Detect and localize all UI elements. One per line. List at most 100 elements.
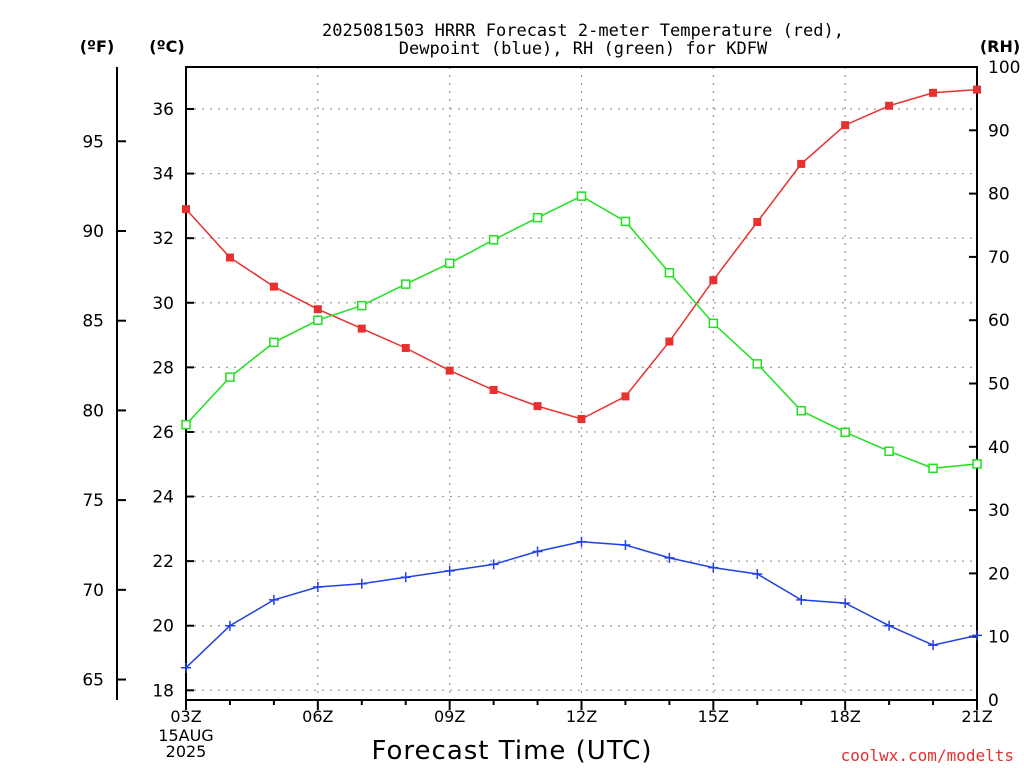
x-tick-label: 21Z <box>961 707 992 726</box>
dewpoint-point <box>840 598 851 609</box>
celsius-tick-label: 32 <box>152 229 174 249</box>
dewpoint-point <box>224 620 235 631</box>
x-tick-label: 06Z <box>302 707 333 726</box>
temperature-point <box>841 121 850 130</box>
dewpoint-point <box>400 572 411 583</box>
x-ticks: 03Z 06Z 09Z 12Z 15Z 18Z 21Z <box>170 700 993 726</box>
temperature-point <box>885 101 894 110</box>
rh-point <box>884 446 894 456</box>
dewpoint-point <box>444 565 455 576</box>
rh-tick-label: 80 <box>988 185 1010 205</box>
dewpoint-point <box>181 662 191 673</box>
credit-label: coolwx.com/modelts <box>841 746 1014 765</box>
dewpoint-point <box>268 594 279 605</box>
temperature-point <box>225 253 234 262</box>
rh-point <box>532 212 543 223</box>
rh-point <box>269 337 279 348</box>
rh-tick-label: 60 <box>988 311 1010 331</box>
temperature-point <box>401 343 410 352</box>
chart-title-line2: Dewpoint (blue), RH (green) for KDFW <box>399 39 768 59</box>
dewpoint-point <box>752 569 763 580</box>
temperature-point <box>577 415 586 424</box>
fahrenheit-tick-label: 90 <box>82 222 104 242</box>
dewpoint-point <box>576 536 587 547</box>
rh-point <box>840 427 850 437</box>
dewpoint-point <box>532 546 543 557</box>
rh-ticks: 0 10 20 30 40 50 60 70 80 90 100 <box>969 58 1020 711</box>
temperature-point <box>269 282 278 291</box>
dewpoint-point <box>972 630 982 641</box>
rh-point <box>225 372 235 382</box>
rh-point <box>620 216 631 227</box>
plot-frame <box>185 66 978 701</box>
dewpoint-point <box>620 539 631 550</box>
fahrenheit-tick-label: 85 <box>82 312 104 332</box>
x-axis-title: Forecast Time (UTC) <box>371 736 652 766</box>
dewpoint-point <box>356 578 367 589</box>
fahrenheit-tick-label: 80 <box>82 401 104 421</box>
rh-point <box>928 463 938 474</box>
temperature-point <box>797 159 806 168</box>
temperature-point <box>973 85 981 94</box>
celsius-tick-label: 22 <box>152 552 174 572</box>
fahrenheit-tick-label: 70 <box>82 581 104 601</box>
rh-point <box>400 279 411 289</box>
rh-point <box>181 419 191 430</box>
rh-tick-label: 40 <box>988 438 1010 458</box>
dewpoint-point <box>928 640 939 651</box>
rh-point <box>796 405 806 416</box>
rh-point <box>708 318 719 329</box>
rh-point <box>576 191 587 201</box>
temperature-point <box>533 402 542 411</box>
x-tick-label: 09Z <box>434 707 465 726</box>
rh-point <box>972 459 982 469</box>
dewpoint-point <box>796 594 807 605</box>
rh-point <box>664 267 675 278</box>
temperature-point <box>709 276 718 285</box>
celsius-unit-label: (ºC) <box>149 37 184 56</box>
temperature-point <box>445 366 454 375</box>
rh-unit-label: (RH) <box>980 37 1020 56</box>
temperature-point <box>621 392 630 401</box>
x-tick-label: 15Z <box>698 707 729 726</box>
celsius-tick-label: 34 <box>152 165 174 185</box>
x-tick-label: 18Z <box>830 707 861 726</box>
fahrenheit-ticks: 65 70 75 80 85 90 95 <box>82 132 126 691</box>
chart-title-line1: 2025081503 HRRR Forecast 2-meter Tempera… <box>322 21 844 41</box>
fahrenheit-tick-label: 65 <box>82 671 104 691</box>
rh-tick-label: 0 <box>988 691 999 711</box>
dewpoint-point <box>708 562 719 573</box>
dewpoint-point <box>884 620 895 631</box>
dewpoint-point <box>488 559 499 570</box>
celsius-tick-label: 30 <box>152 294 174 314</box>
rh-point <box>444 258 455 268</box>
temperature-point <box>753 218 762 227</box>
temperature-point <box>929 88 938 97</box>
series <box>181 85 982 673</box>
temperature-point <box>182 205 190 214</box>
x-tick-label: 12Z <box>566 707 597 726</box>
celsius-tick-label: 26 <box>152 423 174 443</box>
temperature-point <box>357 324 366 333</box>
rh-point <box>488 235 499 245</box>
dewpoint-point <box>312 581 323 592</box>
celsius-tick-label: 18 <box>152 681 174 701</box>
celsius-tick-label: 36 <box>152 100 174 120</box>
celsius-tick-label: 28 <box>152 358 174 378</box>
rh-point <box>357 300 367 311</box>
fahrenheit-tick-label: 75 <box>82 491 104 511</box>
start-date-label: 15AUG <box>158 726 213 745</box>
celsius-tick-label: 24 <box>152 488 174 508</box>
start-year-label: 2025 <box>166 742 207 761</box>
rh-tick-label: 20 <box>988 564 1010 584</box>
dewpoint-point <box>664 552 675 563</box>
rh-point <box>752 359 763 369</box>
rh-tick-label: 70 <box>988 248 1010 268</box>
rh-tick-label: 30 <box>988 501 1010 521</box>
rh-tick-label: 10 <box>988 628 1010 648</box>
temperature-point <box>313 305 322 314</box>
rh-tick-label: 90 <box>988 121 1010 141</box>
celsius-tick-label: 20 <box>152 617 174 637</box>
temperature-point <box>665 337 674 346</box>
